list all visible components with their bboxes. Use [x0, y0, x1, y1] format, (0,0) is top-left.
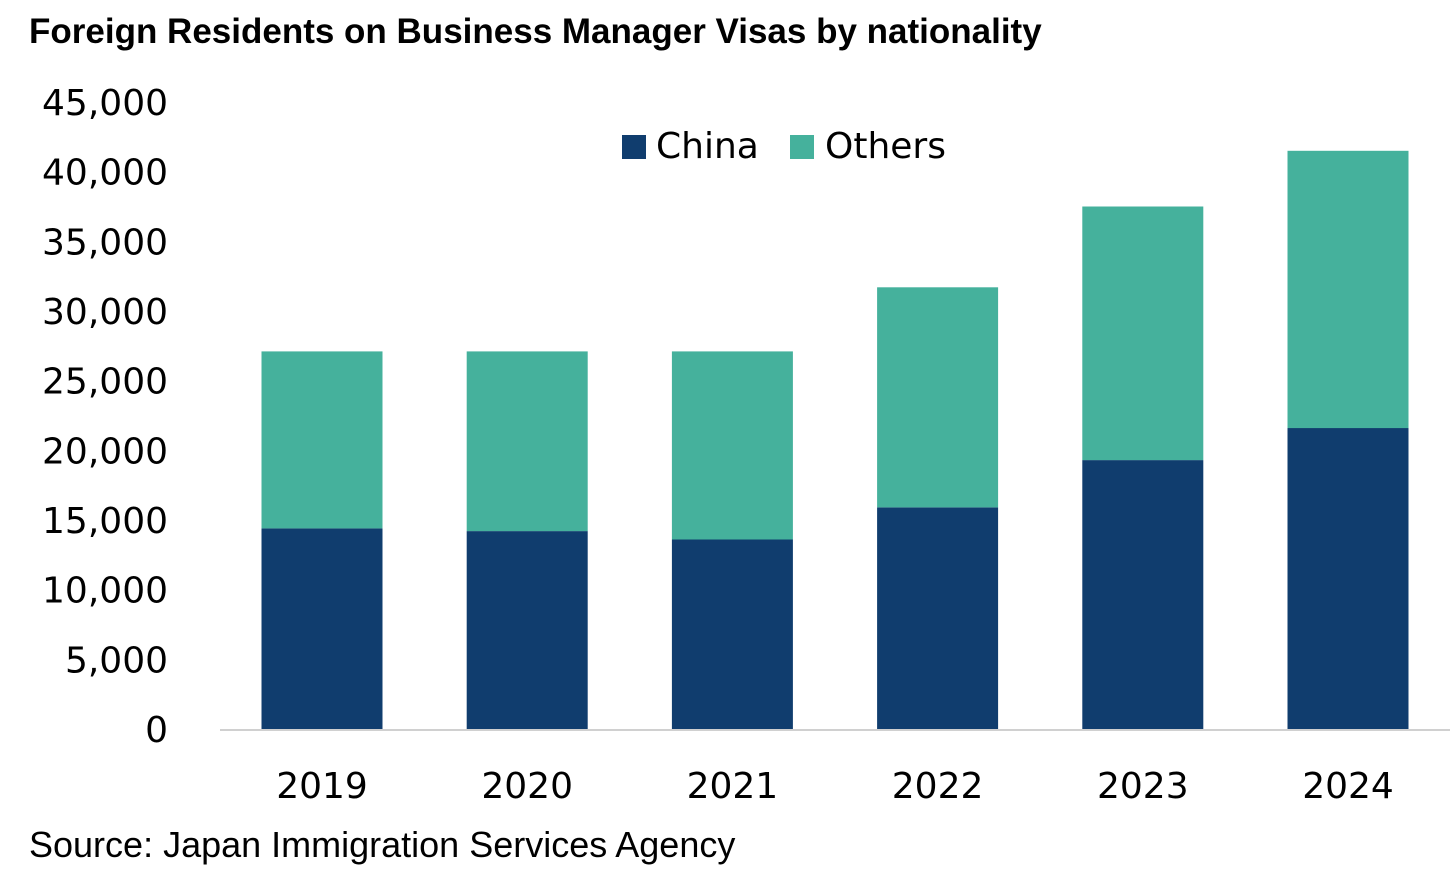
bar-china-2021 [671, 539, 793, 729]
legend-label-china: China [656, 126, 759, 167]
legend-swatch-others [790, 135, 814, 159]
bar-others-2023 [1082, 206, 1204, 461]
y-tick-label: 25,000 [42, 362, 168, 403]
y-axis: 0 5,000 10,000 15,000 20,000 25,000 30,000 35,0… [42, 83, 168, 751]
x-axis: 2019 2020 2021 2022 2023 2024 [276, 766, 1394, 807]
y-tick-label: 30,000 [42, 292, 168, 333]
bar-china-2024 [1287, 428, 1409, 729]
y-tick-label: 15,000 [42, 501, 168, 542]
x-tick-label: 2019 [276, 766, 368, 807]
bar-others-2021 [671, 351, 793, 540]
chart-source: Source: Japan Immigration Services Agenc… [29, 824, 736, 865]
legend: China Others [622, 126, 946, 167]
y-tick-label: 45,000 [42, 83, 168, 124]
bar-others-2020 [466, 351, 588, 532]
x-tick-label: 2023 [1097, 766, 1189, 807]
bars [261, 150, 1409, 729]
chart-title: Foreign Residents on Business Manager Vi… [29, 12, 1042, 51]
legend-label-others: Others [825, 126, 946, 167]
y-tick-label: 35,000 [42, 222, 168, 263]
bar-china-2020 [466, 531, 588, 729]
y-tick-label: 40,000 [42, 153, 168, 194]
y-tick-label: 0 [145, 710, 168, 751]
y-tick-label: 20,000 [42, 431, 168, 472]
bar-china-2019 [261, 528, 383, 729]
x-tick-label: 2022 [892, 766, 984, 807]
bar-china-2022 [877, 507, 999, 729]
x-tick-label: 2021 [687, 766, 779, 807]
y-tick-label: 10,000 [42, 571, 168, 612]
x-tick-label: 2024 [1302, 766, 1394, 807]
y-tick-label: 5,000 [65, 640, 168, 681]
legend-swatch-china [622, 135, 646, 159]
x-tick-label: 2020 [481, 766, 573, 807]
bar-china-2023 [1082, 460, 1204, 729]
bar-others-2019 [261, 351, 383, 529]
bar-others-2024 [1287, 150, 1409, 429]
bar-others-2022 [877, 287, 999, 508]
